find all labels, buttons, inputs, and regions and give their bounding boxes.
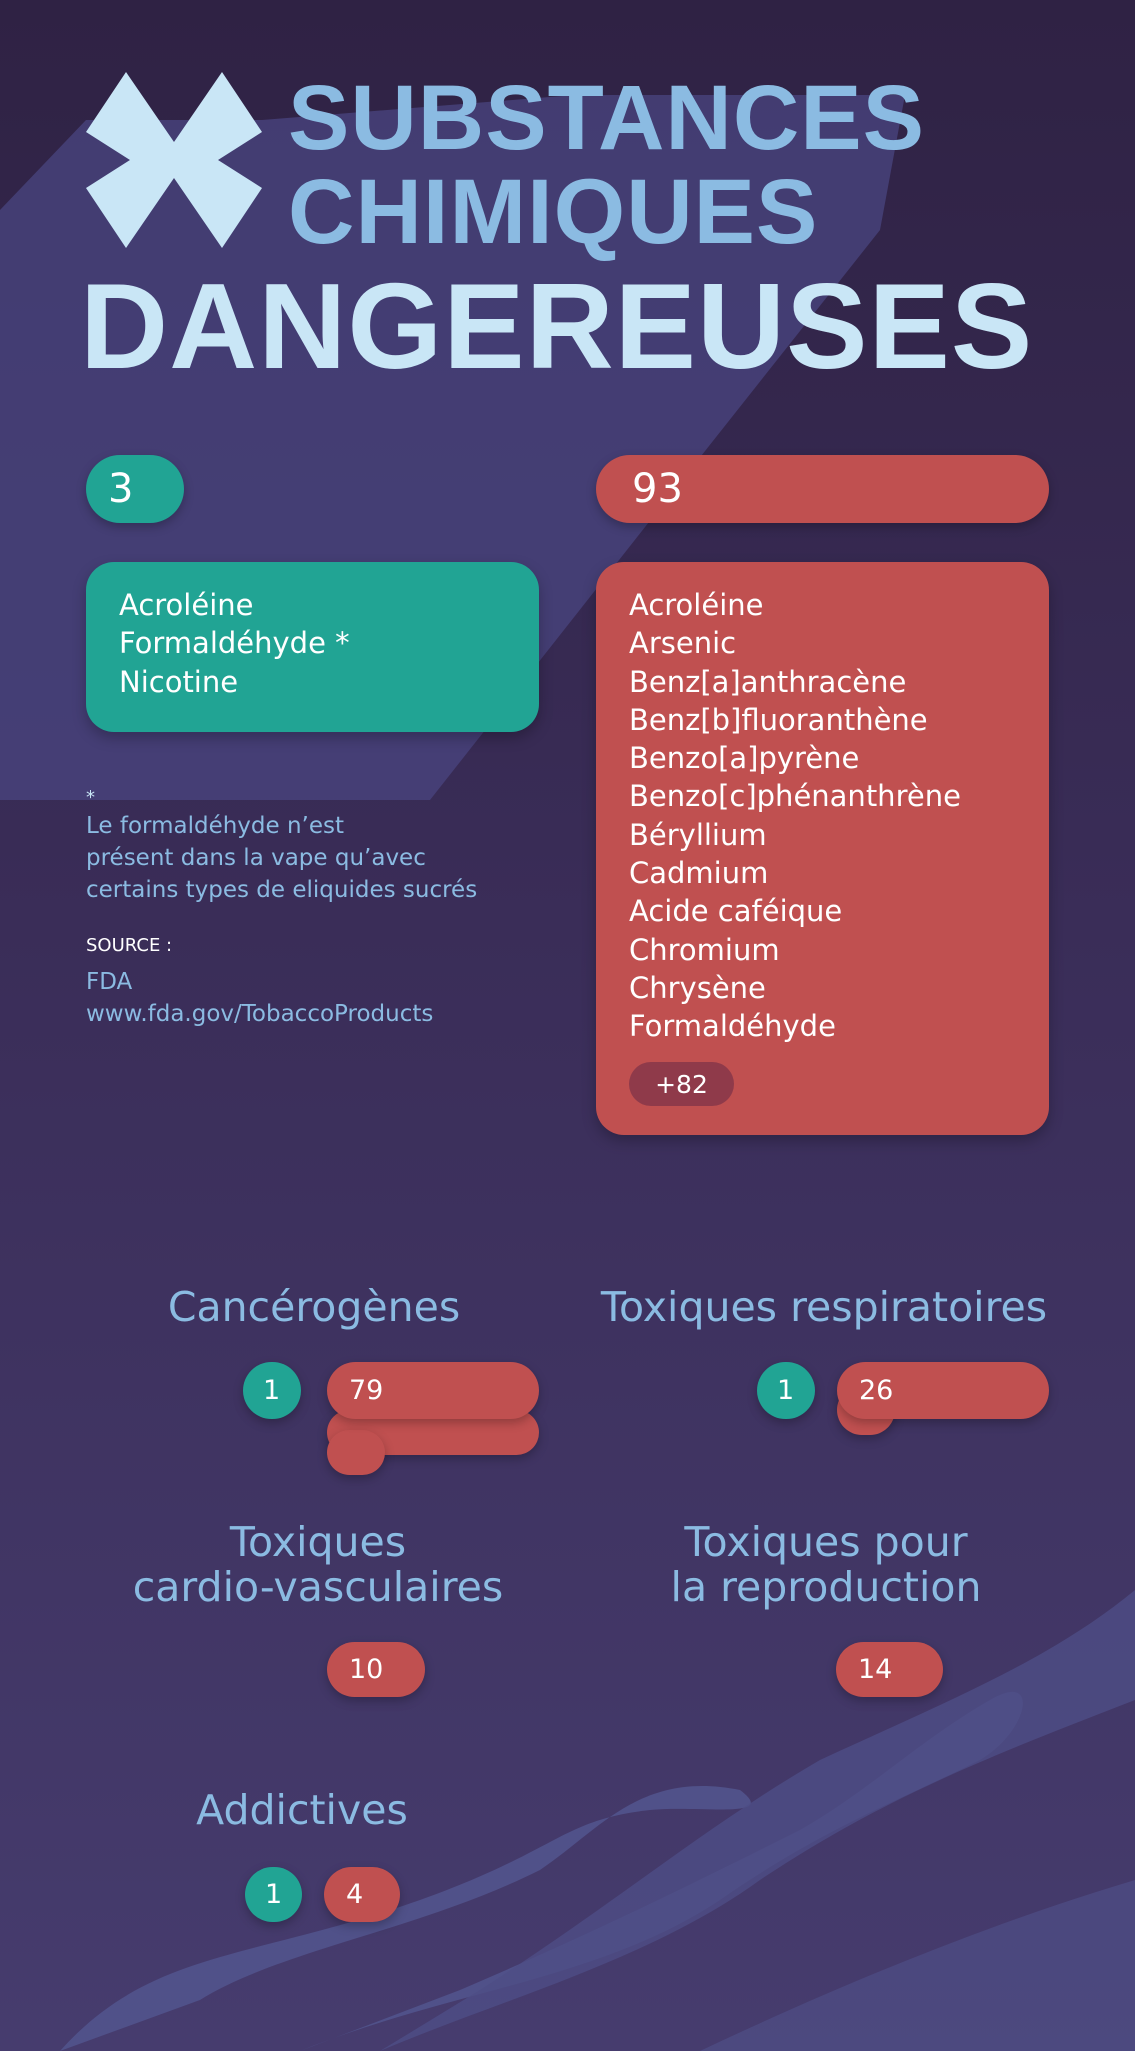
category-reproduction: Toxiques pour la reproduction	[566, 1520, 1086, 1610]
vape-count: 3	[108, 466, 134, 512]
footnote-line: présent dans la vape qu’avec	[86, 845, 426, 871]
tobacco-count-pill: 93	[596, 455, 1049, 523]
list-item: Acide caféique	[629, 894, 843, 929]
vape-badge: 1	[245, 1867, 302, 1922]
footnote-line: Le formaldéhyde n’est	[86, 813, 345, 839]
more-substances-badge: +82	[629, 1062, 734, 1106]
category-label-line: Toxiques pour	[684, 1518, 968, 1566]
category-label-line: cardio-vasculaires	[132, 1563, 504, 1611]
vape-badge: 1	[243, 1362, 301, 1419]
tobacco-count: 93	[632, 466, 683, 512]
tobacco-badge: 79	[327, 1362, 539, 1419]
source-line: www.fda.gov/TobaccoProducts	[86, 1001, 434, 1027]
category-cardiovascular: Toxiques cardio-vasculaires	[58, 1520, 578, 1610]
wave-3	[380, 1590, 1135, 2051]
list-item: Acroléine	[119, 588, 254, 622]
tobacco-badge: 26	[837, 1362, 1049, 1419]
list-item: Nicotine	[119, 664, 239, 699]
footnote-line: certains types de eliquides sucrés	[86, 877, 478, 903]
list-item: Formaldéhyde *	[119, 626, 350, 661]
source-line: FDA	[86, 969, 133, 995]
list-item: Benz[a]anthracène	[629, 664, 907, 699]
list-item: Acroléine	[629, 588, 764, 622]
list-item: Cadmium	[629, 856, 769, 891]
stack-shadow	[327, 1430, 385, 1475]
list-item: Chromium	[629, 932, 780, 967]
list-item: Béryllium	[629, 817, 767, 852]
wave-1	[60, 1786, 751, 2051]
tobacco-badge: 14	[836, 1642, 943, 1697]
title-line-1: SUBSTANCES	[288, 67, 926, 169]
tobacco-badge: 4	[324, 1867, 400, 1922]
category-addictive: Addictives	[196, 1786, 408, 1834]
x-cross-icon	[86, 72, 262, 248]
list-item: Benzo[c]phénanthrène	[629, 779, 961, 814]
source-label: SOURCE :	[86, 935, 173, 956]
wave-4	[700, 1880, 1135, 2051]
list-item: Formaldéhyde	[629, 1009, 836, 1044]
category-label-line: Toxiques	[229, 1518, 407, 1566]
list-item: Benz[b]fluoranthène	[629, 702, 928, 737]
footnote: * Le formaldéhyde n’est présent dans la …	[86, 786, 477, 1030]
list-item: Chrysène	[629, 970, 766, 1005]
list-item: Benzo[a]pyrène	[629, 741, 860, 776]
vape-count-pill: 3	[86, 455, 184, 523]
category-carcinogens: Cancérogènes	[167, 1283, 461, 1331]
title-line-3: DANGEREUSES	[80, 258, 1034, 394]
category-label-line: la reproduction	[670, 1563, 982, 1611]
footnote-star: *	[86, 787, 95, 808]
vape-substances-list: Acroléine Formaldéhyde * Nicotine	[86, 562, 539, 732]
tobacco-substances-list: Acroléine Arsenic Benz[a]anthracène Benz…	[596, 562, 1049, 1135]
list-item: Arsenic	[629, 626, 737, 661]
tobacco-badge: 10	[327, 1642, 425, 1697]
category-respiratory: Toxiques respiratoires	[600, 1283, 1048, 1331]
vape-badge: 1	[757, 1362, 815, 1419]
title-line-2: CHIMIQUES	[288, 161, 819, 263]
